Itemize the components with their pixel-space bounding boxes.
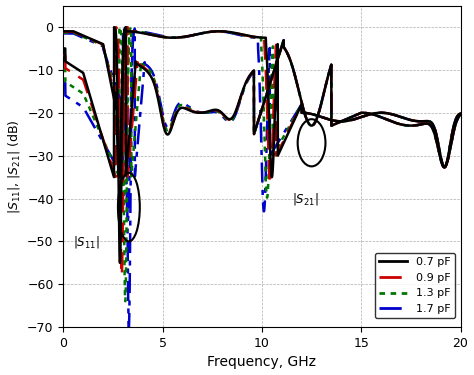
X-axis label: Frequency, GHz: Frequency, GHz: [208, 356, 317, 369]
Text: $|S_{21}|$: $|S_{21}|$: [292, 191, 319, 207]
Text: $|S_{11}|$: $|S_{11}|$: [73, 234, 100, 250]
Legend: 0.7 pF, 0.9 pF, 1.3 pF, 1.7 pF: 0.7 pF, 0.9 pF, 1.3 pF, 1.7 pF: [375, 253, 455, 318]
Y-axis label: $|S_{11}|$, $|S_{21}|$ (dB): $|S_{11}|$, $|S_{21}|$ (dB): [6, 119, 21, 214]
